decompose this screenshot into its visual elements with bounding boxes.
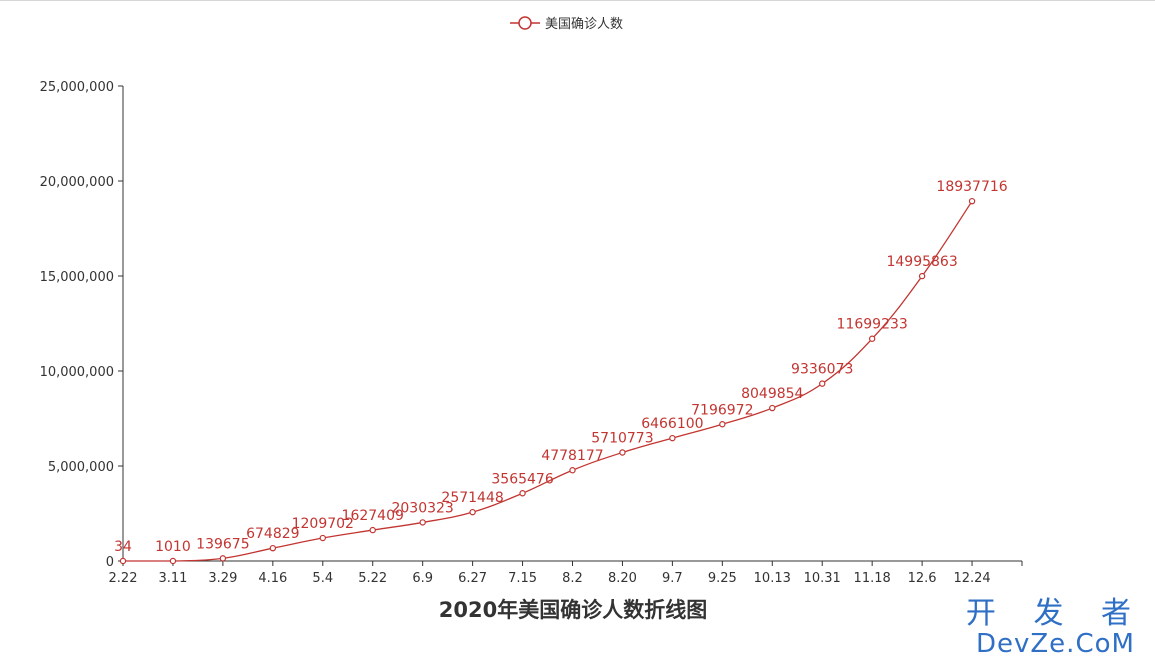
watermark-line1: 开 发 者 [965,596,1145,631]
watermark-line2: DevZe.CoM [975,629,1135,659]
y-tick-label: 5,000,000 [48,460,114,475]
data-point [968,197,976,205]
x-tick-label: 12.6 [908,571,937,586]
x-tick-label: 6.9 [412,571,433,586]
x-tick-label: 5.22 [358,571,387,586]
data-point [519,490,526,497]
data-label: 9336073 [791,362,853,378]
y-tick-label: 10,000,000 [40,365,114,380]
y-tick-label: 25,000,000 [40,80,114,95]
data-label: 139675 [196,536,249,552]
x-tick-label: 8.20 [608,571,637,586]
data-label: 11699233 [837,317,908,333]
data-point [419,519,426,526]
legend[interactable]: 美国确诊人数 [510,16,623,32]
data-label: 5710773 [591,430,653,446]
data-label: 4778177 [541,448,603,464]
legend-label: 美国确诊人数 [545,17,623,32]
y-tick-label: 20,000,000 [40,175,114,190]
x-tick-label: 4.16 [258,571,287,586]
x-tick-label: 8.2 [562,571,583,586]
data-point [469,508,476,516]
data-label: 674829 [246,526,299,542]
x-tick-label: 6.27 [458,571,487,586]
data-point [619,449,626,456]
data-point [868,335,876,342]
y-tick-label: 0 [106,555,114,570]
data-label: 2030323 [391,500,453,516]
x-tick-label: 5.4 [312,571,333,586]
data-label: 34 [114,539,132,555]
top-border [0,0,1155,1]
data-point [769,404,776,412]
chart-title: 2020年美国确诊人数折线图 [439,598,707,622]
data-label: 14995863 [886,254,957,270]
series-line [122,200,973,562]
data-label: 6466100 [641,416,703,432]
data-label: 1209702 [292,516,354,532]
y-tick-label: 15,000,000 [40,270,114,285]
data-point [119,557,127,565]
watermark: 开 发 者 DevZe.CoM [965,596,1145,659]
data-point [669,434,676,442]
data-label: 3565476 [491,471,553,487]
data-label: 1627409 [342,508,404,524]
data-point [219,555,227,562]
data-label: 7196972 [691,402,753,418]
data-point [819,380,826,387]
x-tick-label: 10.31 [804,571,841,586]
x-tick-label: 7.15 [508,571,537,586]
x-tick-label: 9.7 [662,571,683,586]
data-point [719,421,726,428]
data-point [169,557,177,565]
data-label: 1010 [155,539,191,555]
x-tick-label: 9.25 [708,571,737,586]
x-tick-label: 10.13 [754,571,791,586]
data-label: 8049854 [741,386,803,402]
data-point [269,544,277,552]
x-tick-label: 11.18 [854,571,891,586]
data-point [918,272,926,280]
data-label: 2571448 [441,490,503,506]
data-point [369,526,376,534]
x-tick-label: 3.11 [158,571,187,586]
axes: 0 5,000,000 10,000,000 15,000,000 20,000,000… [40,80,1023,586]
plot-area: 34 1010 1396756748291209702162740920303232… [114,179,1008,565]
data-point [569,467,576,474]
x-tick-label: 12.24 [953,571,990,586]
data-point [319,534,326,542]
x-tick-label: 3.29 [208,571,237,586]
data-label: 18937716 [936,179,1007,195]
legend-marker [518,16,532,30]
x-tick-label: 2.22 [109,571,138,586]
